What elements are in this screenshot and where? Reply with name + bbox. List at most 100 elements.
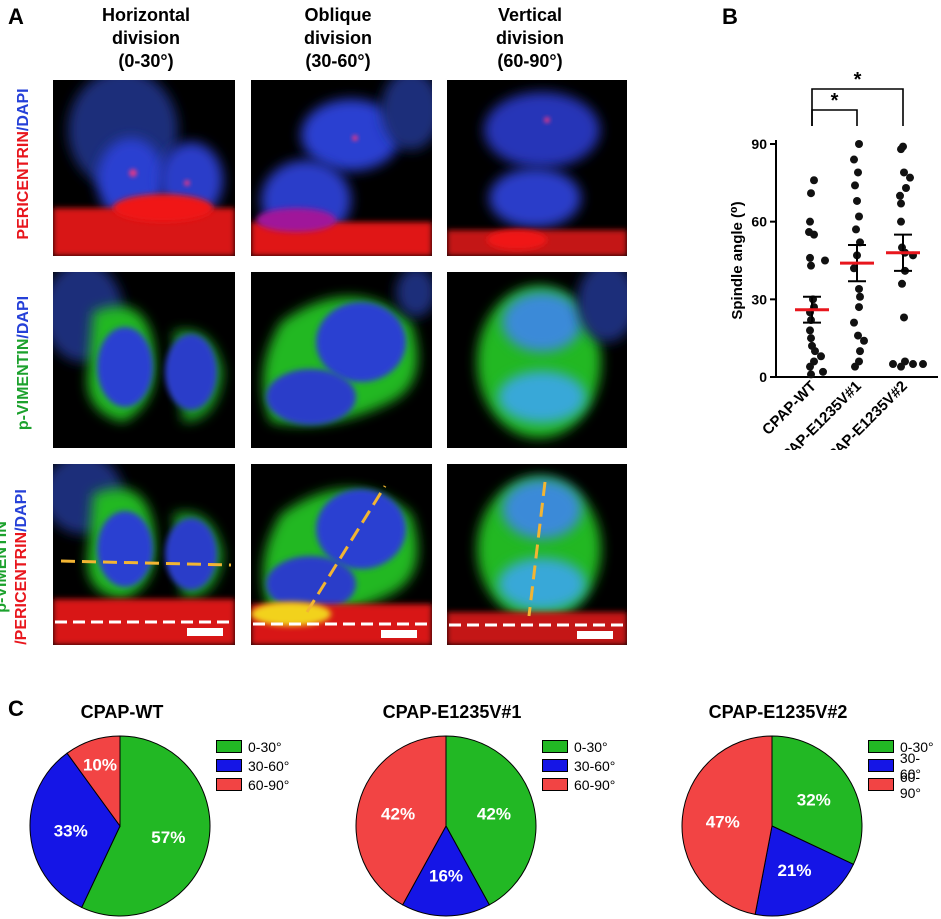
data-point [860, 336, 868, 345]
data-point [807, 261, 815, 270]
data-point [851, 362, 859, 371]
legend-entry: 0-30° [216, 737, 289, 756]
pie-chart-e1235v-1: 42% 16% 42% [355, 735, 537, 917]
pie-value-label: 42% [477, 805, 511, 824]
data-point [896, 191, 904, 200]
micrograph-vertical-pericentrin [447, 80, 627, 256]
pie-legend-e1235v-2: 0-30° 30-60° 60-90° [868, 737, 941, 801]
data-point [902, 184, 910, 193]
pie-slice [81, 735, 211, 917]
data-point [855, 212, 863, 221]
significance-bracket [811, 109, 858, 126]
legend-entry: 30-60° [868, 750, 941, 782]
data-point [810, 230, 818, 239]
data-point [817, 352, 825, 361]
column-header-vertical: Vertical division (60-90°) [450, 4, 610, 73]
micrograph-oblique-vimentin [251, 272, 432, 448]
data-point [909, 360, 917, 369]
data-point [806, 326, 814, 335]
column-header-horizontal: Horizontal division (0-30°) [66, 4, 226, 73]
micrograph-vertical-vimentin [447, 272, 627, 448]
pie-value-label: 42% [381, 805, 415, 824]
data-point [853, 196, 861, 205]
column-header-oblique: Oblique division (30-60°) [258, 4, 418, 73]
y-tick-label: 60 [751, 214, 767, 230]
pie-legend-wt: 0-30° 30-60° 60-90° [216, 737, 289, 794]
legend-entry: 60-90° [542, 775, 615, 794]
data-point [900, 313, 908, 322]
data-point [898, 279, 906, 288]
legend-swatch-blue [868, 759, 894, 772]
legend-entry: 60-90° [216, 775, 289, 794]
data-point [854, 331, 862, 340]
pie-slice [66, 735, 121, 828]
significance-star: * [831, 90, 839, 112]
data-point [810, 176, 818, 185]
column-header-line: division [111, 28, 180, 48]
micrograph-horizontal-vimentin [53, 272, 235, 448]
column-header-line: (60-90°) [497, 51, 563, 71]
legend-entry: 30-60° [216, 756, 289, 775]
row-label-part: PERICENTRIN [15, 131, 32, 240]
pie-value-label: 16% [429, 867, 463, 886]
column-header-line: (30-60°) [305, 51, 371, 71]
significance-star: * [854, 69, 862, 91]
legend-entry: 30-60° [542, 756, 615, 775]
legend-swatch-green [542, 740, 568, 753]
legend-swatch-blue [216, 759, 242, 772]
pie-title-wt: CPAP-WT [80, 702, 164, 722]
legend-swatch-blue [542, 759, 568, 772]
data-point [807, 370, 815, 379]
row-label-merge: p-VIMENTIN /PERICENTRIN/DAPI [0, 477, 32, 657]
row-label-part: /DAPI [15, 295, 32, 339]
data-point [807, 189, 815, 198]
data-point [807, 334, 815, 343]
row-label-part: /DAPI [13, 489, 30, 532]
significance-bracket [811, 88, 904, 126]
panel-letter-b: B [722, 4, 738, 29]
legend-swatch-green [216, 740, 242, 753]
pie-value-label: 47% [706, 812, 740, 831]
y-tick-label: 0 [759, 369, 767, 385]
data-point [919, 360, 927, 369]
legend-label: 30-60° [248, 757, 290, 774]
row-label-part: p-VIMENTIN [0, 521, 10, 613]
legend-swatch-green [868, 740, 894, 753]
y-tick-label: 90 [751, 136, 767, 152]
data-point [897, 145, 905, 154]
pie-title-e1235v-2: CPAP-E1235V#2 [708, 702, 848, 722]
data-point [900, 168, 908, 177]
pie-slice [355, 735, 447, 906]
micrograph-oblique-pericentrin [251, 80, 432, 256]
pie-slice [29, 752, 121, 909]
micrograph-horizontal-pericentrin [53, 80, 235, 256]
data-point [850, 155, 858, 164]
data-point [821, 256, 829, 265]
pie-chart-e1235v-2: 32% 21% 47% [681, 735, 863, 917]
y-tick-label: 30 [751, 291, 767, 307]
pie-slice [681, 735, 773, 915]
data-point [851, 181, 859, 190]
data-point [852, 225, 860, 234]
legend-label: 0-30° [574, 738, 608, 755]
data-point [856, 292, 864, 301]
row-label-part: /PERICENTRIN [13, 531, 30, 645]
pie-slice [754, 825, 855, 917]
data-point [855, 140, 863, 148]
legend-label: 30-60° [574, 757, 616, 774]
column-header-line: Oblique [304, 5, 372, 25]
data-point [806, 362, 814, 371]
legend-label: 0-30° [248, 738, 282, 755]
column-header-line: division [303, 28, 372, 48]
legend-label: 60-90° [574, 776, 616, 793]
column-header-line: (0-30°) [118, 51, 174, 71]
pie-slice [771, 735, 863, 865]
column-header-line: Vertical [497, 5, 563, 25]
pie-title-e1235v-1: CPAP-E1235V#1 [382, 702, 522, 722]
row-label-vimentin: p-VIMENTIN/DAPI [15, 283, 35, 443]
data-point [819, 367, 827, 376]
row-label-part: /DAPI [15, 88, 32, 132]
data-point [855, 303, 863, 312]
legend-swatch-red [868, 778, 894, 791]
column-header-line: division [495, 28, 564, 48]
